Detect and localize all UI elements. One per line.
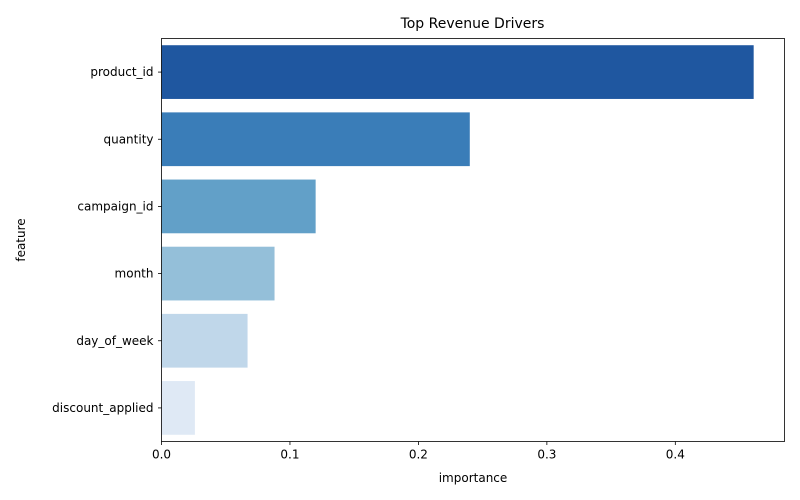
x-tick-label-0: 0.0 — [152, 448, 171, 462]
x-tick-label-2: 0.2 — [409, 448, 428, 462]
y-axis-label: feature — [14, 218, 28, 261]
x-tick-label-1: 0.1 — [280, 448, 299, 462]
axes-frame — [161, 38, 785, 442]
y-tick-label-discount-applied: discount_applied — [52, 401, 153, 415]
bar-product-id — [161, 45, 754, 99]
y-tick-label-month: month — [115, 267, 154, 281]
x-tick-label-3: 0.3 — [537, 448, 556, 462]
bar-campaign-id — [161, 179, 316, 234]
y-tick-label-quantity: quantity — [103, 132, 153, 146]
y-tick-label-day-of-week: day_of_week — [76, 334, 153, 348]
bar-day-of-week — [161, 313, 248, 368]
bar-month — [161, 246, 275, 301]
y-tick-label-campaign-id: campaign_id — [77, 199, 153, 213]
x-axis-label: importance — [439, 471, 508, 485]
bar-quantity — [161, 112, 470, 167]
x-tick-label-4: 0.4 — [666, 448, 685, 462]
x-ticks-group: 0.0 0.1 0.2 0.3 0.4 — [152, 441, 685, 462]
y-tick-label-product-id: product_id — [90, 65, 153, 79]
chart-title: Top Revenue Drivers — [400, 16, 545, 32]
bar-discount-applied — [161, 381, 195, 435]
bars-group — [161, 45, 754, 435]
